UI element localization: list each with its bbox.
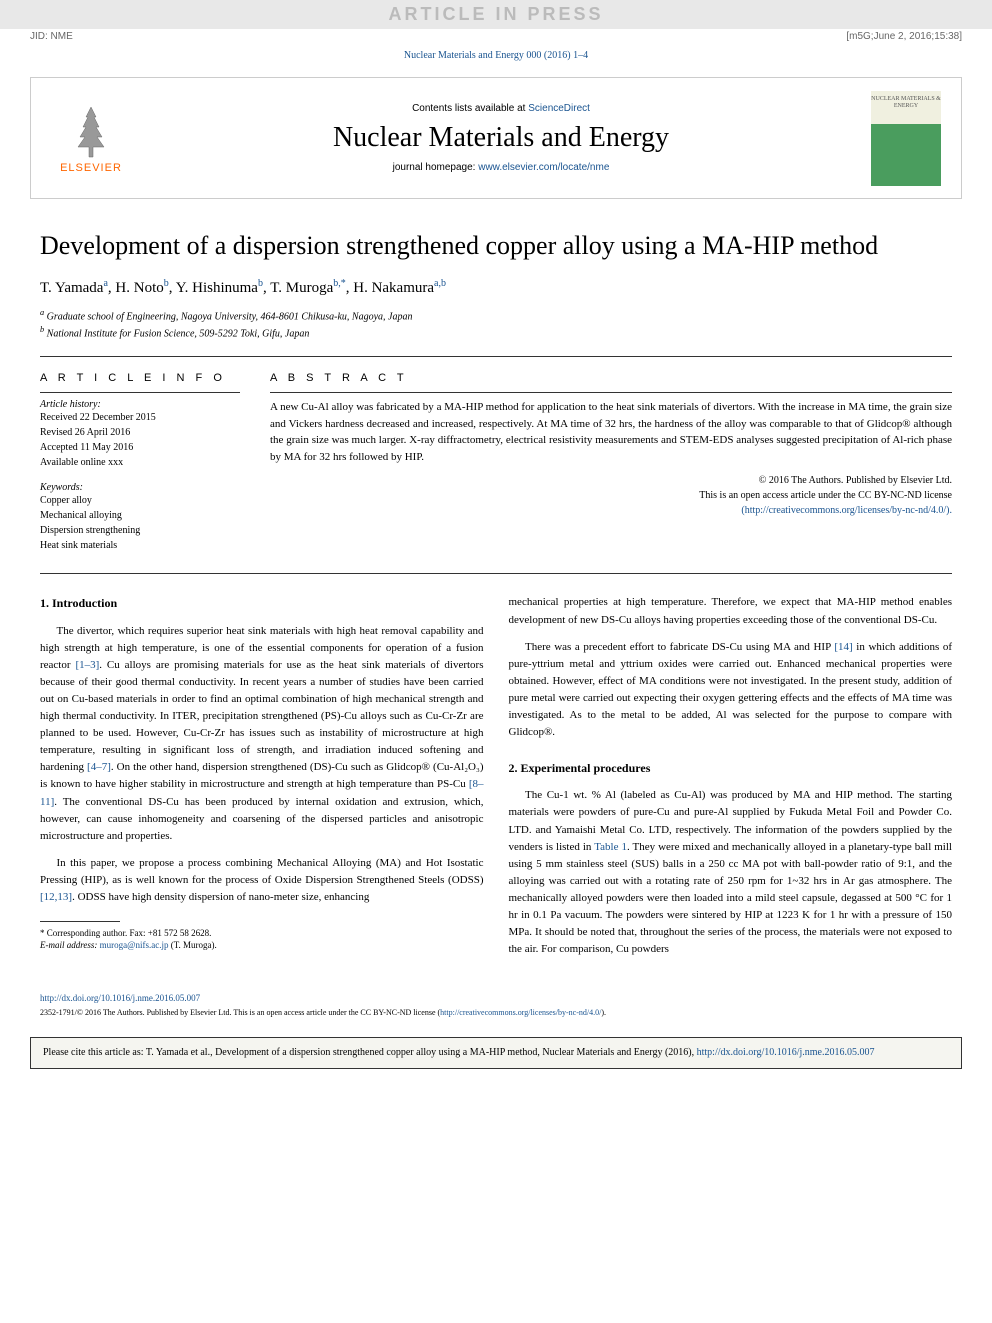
col2-para-1: mechanical properties at high temperatur… xyxy=(509,594,953,628)
cite-this-article-box: Please cite this article as: T. Yamada e… xyxy=(30,1037,962,1069)
cite-text: Please cite this article as: T. Yamada e… xyxy=(43,1047,697,1058)
info-divider xyxy=(40,392,240,393)
keyword-3: Dispersion strengthening xyxy=(40,523,240,538)
ref-4-7[interactable]: [4–7] xyxy=(87,761,111,773)
homepage-line: journal homepage: www.elsevier.com/locat… xyxy=(131,162,871,173)
homepage-prefix: journal homepage: xyxy=(393,162,479,173)
homepage-link[interactable]: www.elsevier.com/locate/nme xyxy=(478,162,609,173)
citation-top: Nuclear Materials and Energy 000 (2016) … xyxy=(0,44,992,67)
email-footnote: E-mail address: muroga@nifs.ac.jp (T. Mu… xyxy=(40,939,484,952)
elsevier-logo: ELSEVIER xyxy=(51,88,131,188)
ref-1-3[interactable]: [1–3] xyxy=(75,659,99,671)
section-2-para-1: The Cu-1 wt. % Al (labeled as Cu-Al) was… xyxy=(509,787,953,957)
abstract-column: A B S T R A C T A new Cu-Al alloy was fa… xyxy=(270,372,952,553)
history-accepted: Accepted 11 May 2016 xyxy=(40,440,240,455)
keyword-1: Copper alloy xyxy=(40,493,240,508)
header-center: Contents lists available at ScienceDirec… xyxy=(131,103,871,173)
article-title: Development of a dispersion strengthened… xyxy=(40,229,952,263)
author-1-aff: a xyxy=(103,278,107,289)
journal-cover-thumbnail: NUCLEAR MATERIALS & ENERGY xyxy=(871,91,941,186)
author-5: H. Nakamura xyxy=(353,280,434,296)
history-received: Received 22 December 2015 xyxy=(40,410,240,425)
footnote-separator xyxy=(40,921,120,922)
affiliation-a: a Graduate school of Engineering, Nagoya… xyxy=(40,307,952,324)
author-1: T. Yamada xyxy=(40,280,103,296)
elsevier-text: ELSEVIER xyxy=(60,162,122,174)
jid-left: JID: NME xyxy=(30,31,73,42)
contents-prefix: Contents lists available at xyxy=(412,103,528,114)
author-4-aff: b, xyxy=(333,278,341,289)
history-label: Article history: xyxy=(40,399,240,410)
affiliation-b: b National Institute for Fusion Science,… xyxy=(40,324,952,341)
abstract-copyright: © 2016 The Authors. Published by Elsevie… xyxy=(270,473,952,518)
body-columns: 1. Introduction The divertor, which requ… xyxy=(40,594,952,967)
author-5-aff: a,b xyxy=(434,278,446,289)
section-1-para-2: In this paper, we propose a process comb… xyxy=(40,855,484,906)
section-2-heading: 2. Experimental procedures xyxy=(509,759,953,778)
keywords-label: Keywords: xyxy=(40,482,240,493)
ref-14[interactable]: [14] xyxy=(834,641,852,653)
history-revised: Revised 26 April 2016 xyxy=(40,425,240,440)
section-1-heading: 1. Introduction xyxy=(40,594,484,613)
citation-top-text[interactable]: Nuclear Materials and Energy 000 (2016) … xyxy=(404,50,588,61)
authors-line: T. Yamadaa, H. Notob, Y. Hishinumab, T. … xyxy=(40,278,952,297)
keyword-4: Heat sink materials xyxy=(40,538,240,553)
doi-link[interactable]: http://dx.doi.org/10.1016/j.nme.2016.05.… xyxy=(40,993,200,1003)
table-1-ref[interactable]: Table 1 xyxy=(594,841,627,853)
info-abstract-row: A R T I C L E I N F O Article history: R… xyxy=(40,372,952,553)
sciencedirect-link[interactable]: ScienceDirect xyxy=(528,103,590,114)
bottom-copyright: 2352-1791/© 2016 The Authors. Published … xyxy=(0,1008,992,1027)
license-link[interactable]: (http://creativecommons.org/licenses/by-… xyxy=(741,505,952,516)
divider-bottom xyxy=(40,573,952,574)
column-left: 1. Introduction The divertor, which requ… xyxy=(40,594,484,967)
bottom-doi: http://dx.doi.org/10.1016/j.nme.2016.05.… xyxy=(0,988,992,1008)
cover-text: NUCLEAR MATERIALS & ENERGY xyxy=(871,96,941,110)
abstract-label: A B S T R A C T xyxy=(270,372,952,384)
ref-12-13[interactable]: [12,13] xyxy=(40,891,72,903)
article-info-column: A R T I C L E I N F O Article history: R… xyxy=(40,372,240,553)
jid-right: [m5G;June 2, 2016;15:38] xyxy=(846,31,962,42)
contents-line: Contents lists available at ScienceDirec… xyxy=(131,103,871,114)
abstract-text: A new Cu-Al alloy was fabricated by a MA… xyxy=(270,399,952,465)
divider-top xyxy=(40,356,952,357)
affiliations: a Graduate school of Engineering, Nagoya… xyxy=(40,307,952,342)
history-online: Available online xxx xyxy=(40,455,240,470)
jid-row: JID: NME [m5G;June 2, 2016;15:38] xyxy=(0,29,992,44)
elsevier-tree-icon xyxy=(66,102,116,162)
main-content: Development of a dispersion strengthened… xyxy=(0,209,992,988)
abstract-divider xyxy=(270,392,952,393)
copyright-line-1: © 2016 The Authors. Published by Elsevie… xyxy=(270,473,952,488)
article-info-label: A R T I C L E I N F O xyxy=(40,372,240,384)
bottom-license-link[interactable]: http://creativecommons.org/licenses/by-n… xyxy=(440,1008,601,1017)
author-4-star: * xyxy=(341,278,346,289)
col2-para-2: There was a precedent effort to fabricat… xyxy=(509,639,953,741)
corresponding-author-footnote: * Corresponding author. Fax: +81 572 58 … xyxy=(40,927,484,940)
email-link[interactable]: muroga@nifs.ac.jp xyxy=(100,940,169,950)
author-3: Y. Hishinuma xyxy=(176,280,258,296)
author-4: T. Muroga xyxy=(270,280,333,296)
copyright-line-2: This is an open access article under the… xyxy=(270,488,952,503)
journal-header-box: ELSEVIER Contents lists available at Sci… xyxy=(30,77,962,199)
author-2: H. Noto xyxy=(115,280,163,296)
cite-doi-link[interactable]: http://dx.doi.org/10.1016/j.nme.2016.05.… xyxy=(697,1047,875,1058)
section-1-para-1: The divertor, which requires superior he… xyxy=(40,623,484,845)
article-in-press-banner: ARTICLE IN PRESS xyxy=(0,0,992,29)
keyword-2: Mechanical alloying xyxy=(40,508,240,523)
author-3-aff: b xyxy=(258,278,263,289)
journal-name: Nuclear Materials and Energy xyxy=(131,122,871,154)
column-right: mechanical properties at high temperatur… xyxy=(509,594,953,967)
author-2-aff: b xyxy=(164,278,169,289)
